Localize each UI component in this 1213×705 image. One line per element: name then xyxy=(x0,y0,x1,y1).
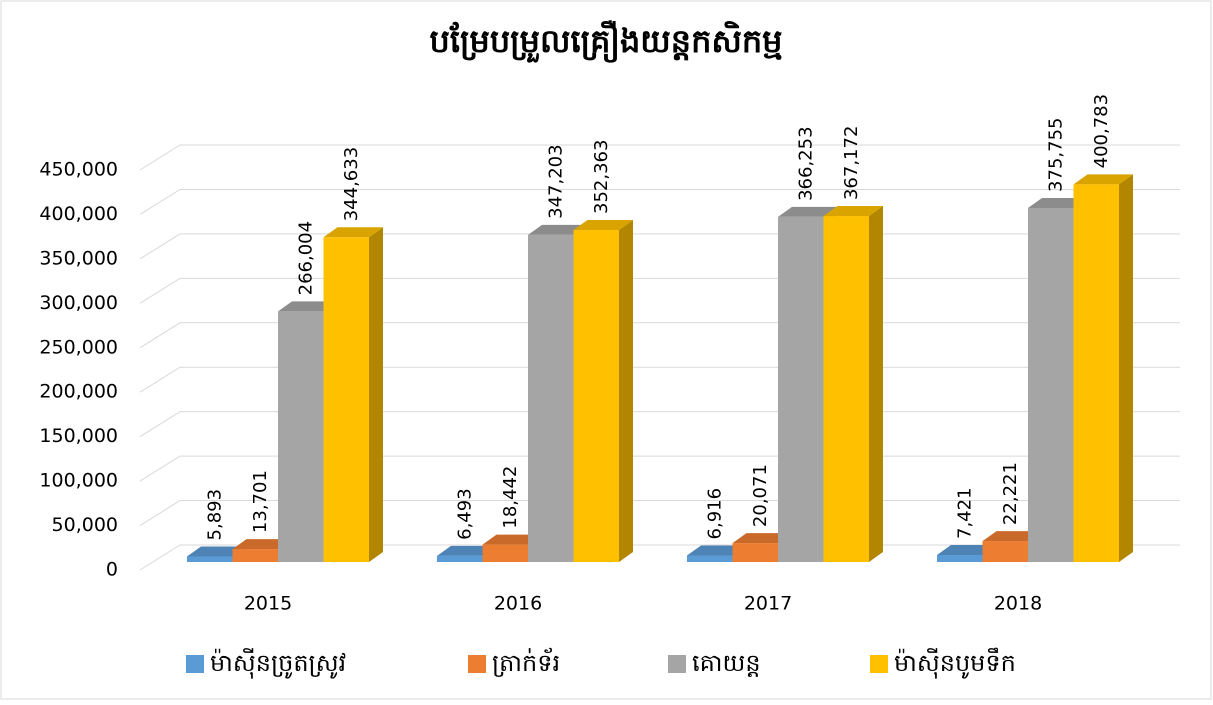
bar-top xyxy=(232,539,292,550)
bar xyxy=(437,555,483,562)
bar-top xyxy=(437,545,497,556)
data-label: 13,701 xyxy=(250,470,271,533)
bar-top xyxy=(482,534,542,545)
legend-swatch xyxy=(870,655,888,673)
bar-top xyxy=(1073,174,1133,185)
bar xyxy=(323,237,369,563)
bar xyxy=(1028,207,1074,562)
grid-line xyxy=(139,144,1180,171)
bar xyxy=(982,541,1028,562)
grid-line xyxy=(139,188,1180,215)
data-label: 375,755 xyxy=(1046,118,1067,192)
data-label: 22,221 xyxy=(1000,462,1021,525)
bar xyxy=(732,543,778,562)
bar xyxy=(687,555,733,562)
bar xyxy=(528,234,574,563)
y-tick-label: 300,000 xyxy=(39,292,118,314)
x-tick-label: 2018 xyxy=(994,593,1042,615)
y-tick-label: 0 xyxy=(106,559,118,581)
legend-label: ម៉ាស៊ីនបូមទឹក xyxy=(894,647,1016,679)
data-label: 344,633 xyxy=(341,147,362,221)
bar-side xyxy=(619,219,633,562)
bar-top xyxy=(937,545,997,556)
data-label: 367,172 xyxy=(841,126,862,200)
legend-swatch xyxy=(186,655,204,673)
data-label: 20,071 xyxy=(750,464,771,527)
bar-top xyxy=(732,533,792,544)
y-tick-label: 150,000 xyxy=(39,425,118,447)
x-tick-label: 2017 xyxy=(744,593,792,615)
legend-swatch xyxy=(668,655,686,673)
bar-top xyxy=(323,227,383,238)
bar-top xyxy=(573,219,633,230)
legend-label: គោយន្ត xyxy=(692,649,761,677)
bar xyxy=(482,544,528,562)
y-tick-label: 100,000 xyxy=(39,470,118,492)
data-label: 6,916 xyxy=(705,488,726,540)
legend-label: ម៉ាស៊ីនច្រូតស្រូវ xyxy=(210,648,346,679)
bar xyxy=(1073,184,1119,562)
bar-side xyxy=(869,206,883,562)
bar-top xyxy=(687,545,747,556)
bar-top xyxy=(778,206,838,217)
data-label: 400,783 xyxy=(1091,94,1112,168)
y-tick-label: 350,000 xyxy=(39,247,118,269)
bar xyxy=(232,549,278,562)
legend-label: ត្រាក់ទ័រ xyxy=(492,647,560,677)
bar-top xyxy=(1028,197,1088,208)
y-tick-label: 200,000 xyxy=(39,381,118,403)
y-tick-label: 250,000 xyxy=(39,336,118,358)
x-tick-label: 2016 xyxy=(494,593,542,615)
bar-top xyxy=(278,301,338,312)
bar-top xyxy=(823,206,883,217)
data-label: 366,253 xyxy=(796,126,817,200)
x-tick-label: 2015 xyxy=(244,593,292,615)
y-tick-label: 450,000 xyxy=(39,159,118,181)
bar xyxy=(937,555,983,562)
data-label: 6,493 xyxy=(455,488,476,540)
legend-swatch xyxy=(468,655,486,673)
y-tick-label: 50,000 xyxy=(52,514,118,536)
bar-top xyxy=(982,531,1042,542)
data-label: 266,004 xyxy=(296,221,317,295)
data-label: 347,203 xyxy=(546,144,567,218)
bar xyxy=(187,556,233,562)
data-label: 5,893 xyxy=(205,489,226,541)
bar xyxy=(823,216,869,562)
data-label: 18,442 xyxy=(500,466,521,529)
bar-top xyxy=(528,224,588,235)
chart-title: បម្រែបម្រួលគ្រឿងយន្តកសិកម្ម xyxy=(430,20,783,63)
data-label: 7,421 xyxy=(955,487,976,539)
bar-side xyxy=(1119,174,1133,562)
bar-side xyxy=(369,227,383,563)
bar-top xyxy=(187,546,247,557)
y-tick-label: 400,000 xyxy=(39,203,118,225)
bar xyxy=(278,311,324,562)
bar xyxy=(573,229,619,562)
bar xyxy=(778,216,824,563)
data-label: 352,363 xyxy=(591,140,612,214)
